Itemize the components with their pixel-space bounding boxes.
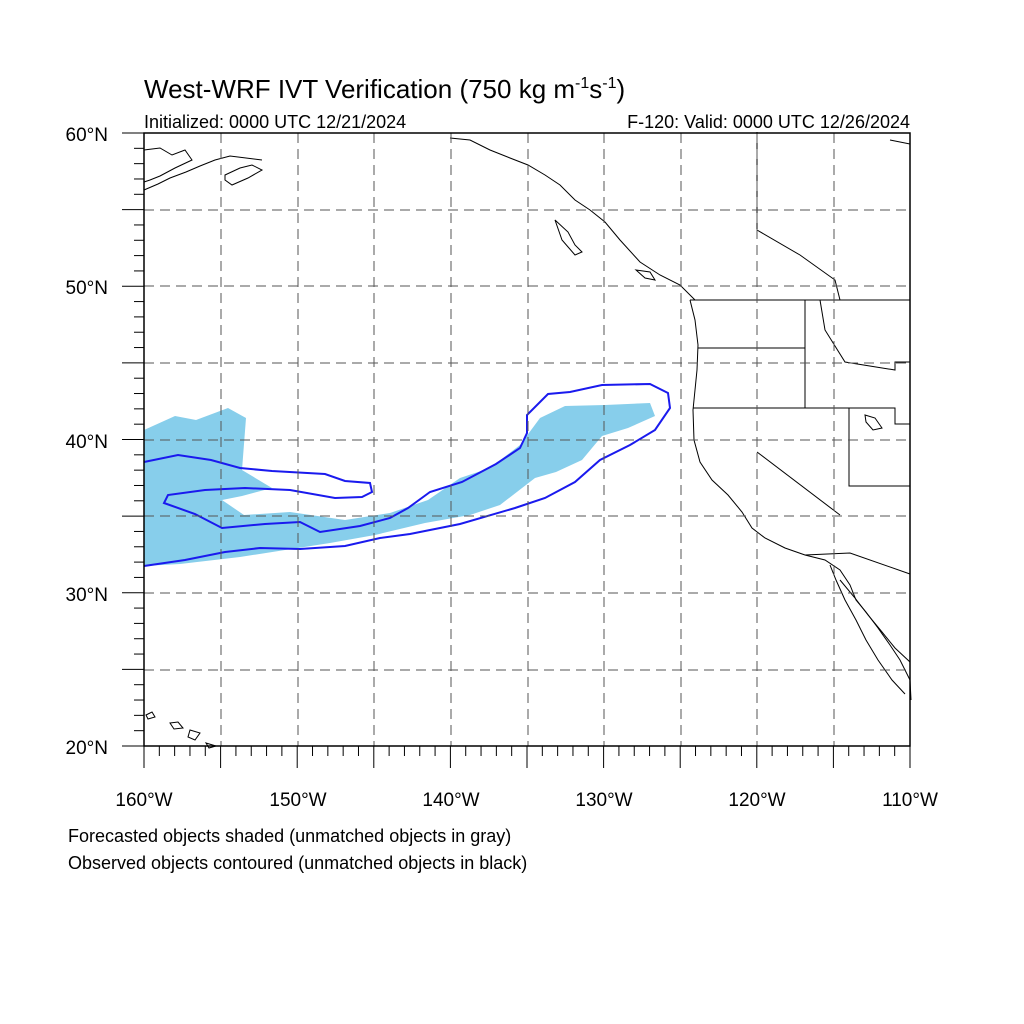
lon-labels: 160°W 150°W 140°W 130°W 120°W 110°W: [115, 790, 938, 811]
lon-label-160w: 160°W: [115, 790, 172, 811]
footnote-forecast: Forecasted objects shaded (unmatched obj…: [68, 826, 512, 846]
lat-label-20n: 20°N: [66, 738, 108, 759]
forecast-ivt-object: [144, 403, 655, 566]
lat-label-30n: 30°N: [66, 585, 108, 606]
graticule: [144, 133, 910, 746]
valid-time: F-120: Valid: 0000 UTC 12/26/2024: [627, 112, 910, 132]
lon-label-140w: 140°W: [422, 790, 479, 811]
lon-label-120w: 120°W: [728, 790, 785, 811]
footnote-observed: Observed objects contoured (unmatched ob…: [68, 853, 528, 873]
lat-labels: 60°N 50°N 40°N 30°N 20°N: [66, 125, 108, 759]
lat-label-40n: 40°N: [66, 432, 108, 453]
observed-ivt-contour: [143, 382, 672, 567]
lon-label-110w: 110°W: [882, 790, 938, 811]
coastlines: [143, 132, 912, 749]
axis-ticks: [122, 132, 911, 768]
map-title: West-WRF IVT Verification (750 kg m-1s-1…: [144, 74, 625, 104]
lat-label-50n: 50°N: [66, 278, 108, 299]
lon-label-130w: 130°W: [575, 790, 632, 811]
init-time: Initialized: 0000 UTC 12/21/2024: [144, 112, 406, 132]
lon-label-150w: 150°W: [269, 790, 326, 811]
lat-label-60n: 60°N: [66, 125, 108, 146]
